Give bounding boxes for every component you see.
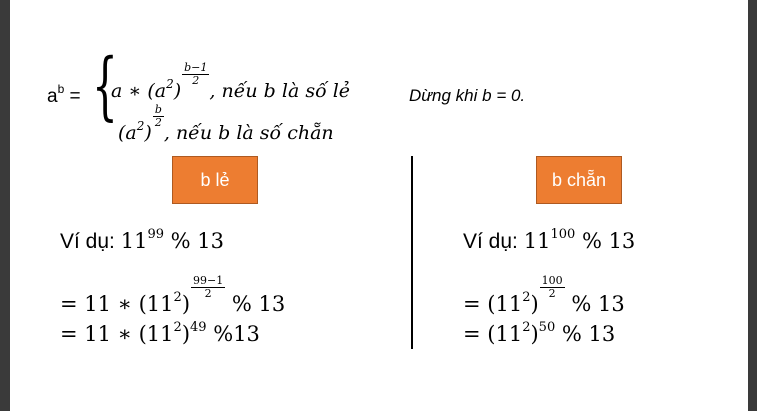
even-example-mod: % 13 [575, 229, 636, 253]
case-even-close: ) [144, 122, 152, 144]
odd-line3-prefix: = 11 ∗ (11 [60, 322, 174, 346]
odd-line3-exponent: 49 [190, 320, 207, 335]
case-even-numerator: b [152, 103, 164, 117]
case-odd-condition: , nếu b là số lẻ [209, 80, 351, 102]
case-even-denominator: 2 [154, 116, 162, 129]
cases-brace: { [92, 43, 118, 129]
lhs-equals: = [69, 86, 81, 107]
window-edge-right [748, 0, 757, 411]
even-line3-square: 2 [522, 320, 531, 335]
case-odd-prefix: a ∗ (a [111, 80, 167, 102]
odd-line2-close: ) [181, 292, 191, 316]
even-line2-square: 2 [522, 290, 531, 305]
even-line3-prefix: = (11 [463, 322, 523, 346]
case-even-condition: , nếu b là số chẵn [163, 122, 334, 144]
even-example-label: Ví dụ: [463, 230, 524, 253]
even-line3-exponent: 50 [538, 320, 556, 335]
case-even: (a2) b 2, nếu b là số chẵn [118, 103, 334, 145]
lhs-base: a [47, 86, 58, 107]
odd-example-line-3: = 11 ∗ (112)49 %13 [60, 320, 260, 346]
even-line2-close: ) [530, 292, 539, 316]
case-odd-numerator: b−1 [182, 61, 210, 75]
formula-lhs: ab = [47, 82, 81, 108]
odd-line2-prefix: = 11 ∗ (11 [60, 292, 174, 316]
odd-line3-close: ) [181, 322, 191, 346]
even-example-line-1: Ví dụ: 11100 % 13 [463, 227, 635, 254]
even-example-line-2: = (112) 100 2 % 13 [463, 274, 625, 317]
odd-case-button[interactable]: b lẻ [172, 156, 258, 204]
case-odd-close: ) [173, 80, 182, 102]
window-edge-left [0, 0, 10, 411]
odd-example-base: 11 [120, 229, 148, 253]
stop-condition: Dừng khi b = 0. [409, 86, 526, 105]
odd-example-exponent: 99 [147, 227, 164, 242]
odd-line2-square: 2 [173, 290, 182, 305]
even-line2-denominator: 2 [548, 287, 556, 300]
case-odd-fraction: b−1 2 [182, 61, 210, 87]
case-even-square: 2 [136, 119, 145, 133]
even-example-base: 11 [523, 229, 551, 253]
case-odd-denominator: 2 [192, 74, 200, 87]
odd-example-mod: % 13 [163, 229, 225, 253]
case-odd: a ∗ (a2) b−1 2, nếu b là số lẻ [111, 61, 351, 103]
case-odd-square: 2 [166, 77, 174, 91]
case-even-prefix: (a [118, 122, 137, 144]
odd-example-line-1: Ví dụ: 1199 % 13 [60, 227, 224, 254]
odd-line3-square: 2 [173, 320, 182, 335]
column-divider [411, 156, 413, 349]
even-line2-prefix: = (11 [463, 292, 523, 316]
lhs-exponent: b [57, 82, 65, 96]
even-line2-mod: % 13 [564, 292, 625, 316]
even-example-line-3: = (112)50 % 13 [463, 320, 615, 346]
odd-line3-mod: %13 [206, 322, 260, 346]
even-line3-close: ) [530, 322, 539, 346]
even-example-exponent: 100 [550, 227, 576, 242]
odd-line2-fraction: 99−1 2 [191, 274, 226, 300]
odd-example-label: Ví dụ: [60, 230, 121, 253]
even-line2-fraction: 100 2 [539, 274, 565, 300]
odd-line2-numerator: 99−1 [191, 274, 226, 288]
even-line3-mod: % 13 [555, 322, 616, 346]
even-case-button[interactable]: b chẵn [536, 156, 622, 204]
odd-example-line-2: = 11 ∗ (112) 99−1 2 % 13 [60, 274, 286, 317]
odd-line2-mod: % 13 [225, 292, 286, 316]
even-line2-numerator: 100 [539, 274, 565, 288]
odd-line2-denominator: 2 [204, 287, 212, 300]
